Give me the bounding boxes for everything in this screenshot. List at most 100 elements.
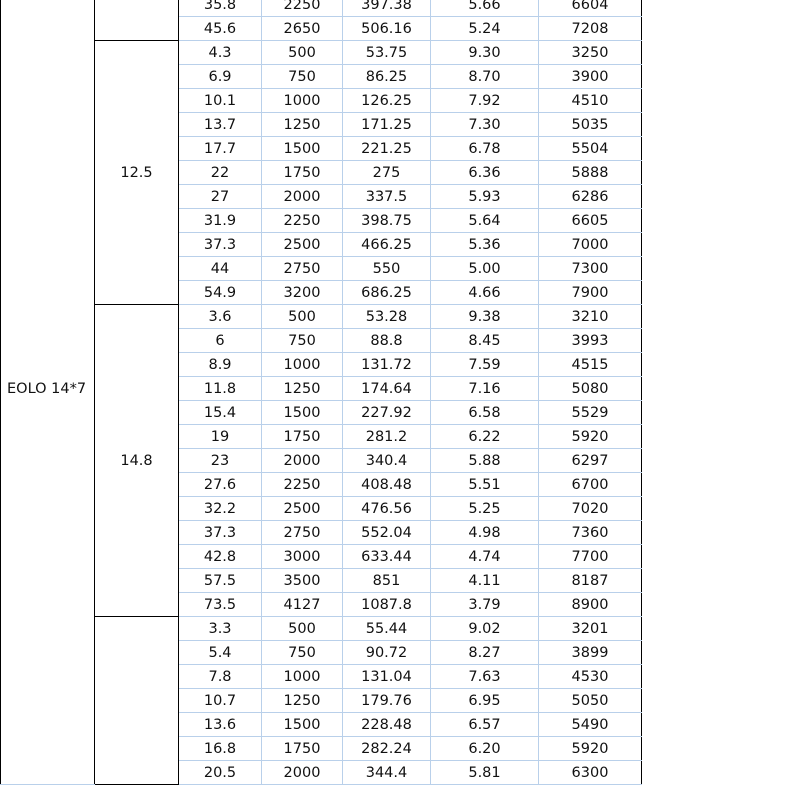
value-col4: 4.66 (430, 280, 539, 305)
value-col3: 476.56 (342, 496, 431, 521)
value-col5: 5888 (538, 160, 642, 185)
value-col2: 2000 (261, 760, 343, 785)
value-col1: 44 (178, 256, 262, 281)
value-col2: 4127 (261, 592, 343, 617)
value-col2: 2500 (261, 232, 343, 257)
value-col4: 5.25 (430, 496, 539, 521)
value-col1: 37.3 (178, 520, 262, 545)
value-col5: 3900 (538, 64, 642, 89)
value-col3: 275 (342, 160, 431, 185)
voltage-cell (94, 0, 179, 41)
value-col3: 398.75 (342, 208, 431, 233)
value-col5: 5490 (538, 712, 642, 737)
value-col3: 221.25 (342, 136, 431, 161)
value-col1: 13.7 (178, 112, 262, 137)
value-col4: 9.02 (430, 616, 539, 641)
value-col2: 3200 (261, 280, 343, 305)
value-col1: 57.5 (178, 568, 262, 593)
model-cell: EOLO 14*7 (0, 0, 95, 785)
value-col5: 6605 (538, 208, 642, 233)
value-col2: 1500 (261, 136, 343, 161)
value-col4: 9.30 (430, 40, 539, 65)
value-col2: 1500 (261, 400, 343, 425)
value-col1: 22 (178, 160, 262, 185)
value-col5: 5920 (538, 736, 642, 761)
value-col5: 5504 (538, 136, 642, 161)
value-col1: 10.1 (178, 88, 262, 113)
value-col1: 37.3 (178, 232, 262, 257)
value-col4: 5.64 (430, 208, 539, 233)
value-col5: 4515 (538, 352, 642, 377)
value-col1: 13.6 (178, 712, 262, 737)
value-col3: 131.72 (342, 352, 431, 377)
value-col2: 1750 (261, 160, 343, 185)
table-row: 7.8 1000 131.04 7.63 4530 (1, 664, 642, 689)
value-col2: 1250 (261, 688, 343, 713)
value-col3: 851 (342, 568, 431, 593)
value-col2: 500 (261, 40, 343, 65)
value-col4: 5.51 (430, 472, 539, 497)
value-col1: 73.5 (178, 592, 262, 617)
value-col5: 7208 (538, 16, 642, 41)
value-col4: 8.27 (430, 640, 539, 665)
value-col3: 227.92 (342, 400, 431, 425)
value-col3: 228.48 (342, 712, 431, 737)
table-row: 54.9 3200 686.25 4.66 7900 (1, 280, 642, 305)
table-row: 23 2000 340.4 5.88 6297 (1, 448, 642, 473)
value-col5: 6300 (538, 760, 642, 785)
value-col3: 1087.8 (342, 592, 431, 617)
value-col2: 1000 (261, 88, 343, 113)
value-col2: 750 (261, 64, 343, 89)
value-col5: 3201 (538, 616, 642, 641)
value-col1: 54.9 (178, 280, 262, 305)
value-col4: 6.57 (430, 712, 539, 737)
value-col4: 6.36 (430, 160, 539, 185)
performance-table: EOLO 14*7 35.8 2250 397.38 5.66 6604 45.6 2650 5… (0, 0, 642, 785)
value-col4: 7.30 (430, 112, 539, 137)
table-row: 22 1750 275 6.36 5888 (1, 160, 642, 185)
value-col1: 16.8 (178, 736, 262, 761)
value-col4: 8.45 (430, 328, 539, 353)
value-col2: 750 (261, 640, 343, 665)
voltage-cell: 14.8 (94, 304, 179, 617)
table-row: 45.6 2650 506.16 5.24 7208 (1, 16, 642, 41)
value-col3: 397.38 (342, 0, 431, 17)
value-col2: 500 (261, 304, 343, 329)
value-col1: 19 (178, 424, 262, 449)
value-col5: 6297 (538, 448, 642, 473)
value-col2: 3000 (261, 544, 343, 569)
value-col3: 281.2 (342, 424, 431, 449)
value-col4: 7.92 (430, 88, 539, 113)
value-col4: 6.78 (430, 136, 539, 161)
table-row: 13.6 1500 228.48 6.57 5490 (1, 712, 642, 737)
value-col2: 2000 (261, 448, 343, 473)
table-row: 57.5 3500 851 4.11 8187 (1, 568, 642, 593)
value-col1: 8.9 (178, 352, 262, 377)
value-col2: 1250 (261, 376, 343, 401)
value-col3: 408.48 (342, 472, 431, 497)
value-col2: 1750 (261, 424, 343, 449)
value-col4: 6.22 (430, 424, 539, 449)
value-col4: 7.59 (430, 352, 539, 377)
value-col3: 506.16 (342, 16, 431, 41)
value-col4: 5.66 (430, 0, 539, 17)
value-col2: 2650 (261, 16, 343, 41)
value-col1: 6.9 (178, 64, 262, 89)
value-col4: 5.00 (430, 256, 539, 281)
value-col3: 179.76 (342, 688, 431, 713)
value-col4: 8.70 (430, 64, 539, 89)
value-col5: 3899 (538, 640, 642, 665)
value-col2: 2250 (261, 208, 343, 233)
value-col1: 10.7 (178, 688, 262, 713)
table-row: 44 2750 550 5.00 7300 (1, 256, 642, 281)
value-col5: 7900 (538, 280, 642, 305)
value-col3: 53.28 (342, 304, 431, 329)
value-col2: 500 (261, 616, 343, 641)
value-col2: 1000 (261, 664, 343, 689)
value-col5: 7020 (538, 496, 642, 521)
value-col3: 337.5 (342, 184, 431, 209)
value-col4: 4.98 (430, 520, 539, 545)
table-row: 16.8 1750 282.24 6.20 5920 (1, 736, 642, 761)
value-col2: 1500 (261, 712, 343, 737)
value-col3: 282.24 (342, 736, 431, 761)
